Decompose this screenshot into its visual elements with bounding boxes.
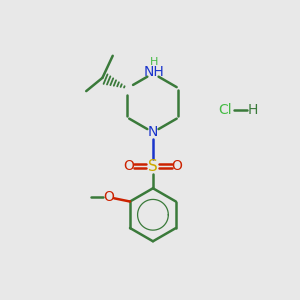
Text: NH: NH — [144, 65, 165, 79]
Text: O: O — [123, 159, 134, 173]
Text: O: O — [103, 190, 114, 204]
Text: H: H — [150, 57, 158, 67]
Text: O: O — [172, 159, 182, 173]
Text: S: S — [148, 159, 158, 174]
Text: H: H — [248, 103, 258, 117]
Text: Cl: Cl — [218, 103, 232, 117]
Text: N: N — [148, 125, 158, 139]
